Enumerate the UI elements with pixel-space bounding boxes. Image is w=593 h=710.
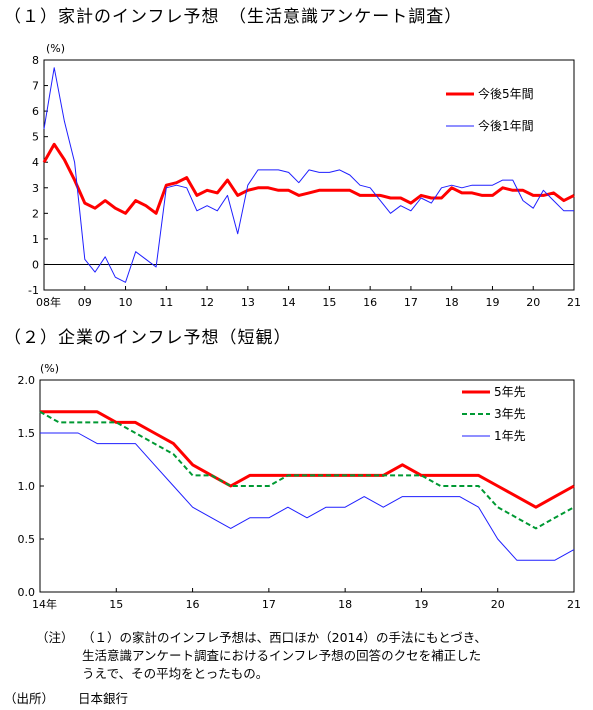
series-line [40,410,575,509]
x-tick-label: 09 [78,296,92,309]
note-line: （１）の家計のインフレ予想は、西口ほか（2014）の手法にもとづき、 [82,630,487,645]
y-tick-label: 7 [32,80,39,93]
x-tick-label: 19 [414,598,428,611]
unit-label: (%) [40,362,59,375]
x-tick-label: 17 [404,296,418,309]
y-tick-label: 0.0 [18,586,36,599]
series-line [40,432,575,561]
series-line [42,142,575,215]
chart2-title: （２）企業のインフレ予想（短観） [4,328,292,348]
x-tick-label: 19 [485,296,499,309]
series-line [43,67,574,283]
y-tick-label: 5 [32,131,39,144]
y-tick-label: 8 [32,54,39,67]
x-tick-label: 12 [200,296,214,309]
legend-label: 1年先 [494,429,526,443]
plot-frame [43,59,575,291]
x-tick-label: 08年 [36,295,61,309]
x-tick-label: 14 [282,296,296,309]
x-tick-label: 15 [322,296,336,309]
y-tick-label: 4 [32,156,39,169]
x-tick-label: 16 [363,296,377,309]
x-tick-label: 16 [186,598,200,611]
x-tick-label: 18 [338,598,352,611]
y-tick-label: 6 [32,105,39,118]
legend-label: 3年先 [494,407,526,421]
source-text: 日本銀行 [78,691,129,706]
x-tick-label: 20 [491,598,505,611]
y-tick-label: 3 [32,182,39,195]
x-tick-label: 13 [241,296,255,309]
note-label: （注） [36,630,74,645]
y-tick-label: 0 [32,258,39,271]
unit-label: (%) [46,42,65,55]
y-tick-label: 2 [32,207,39,220]
source-label: （出所） [4,691,55,706]
corporate-inflation-chart: 0.0 0.5 1.0 1.5 2.0 14年 15 16 17 18 19 20 21 (%) 5年先 3年… [18,362,582,611]
series-line [39,410,575,530]
y-tick-label: -1 [28,284,39,297]
y-tick-label: 1 [32,233,39,246]
note-line: 生活意識アンケート調査におけるインフレ予想の回答のクセを補正した [82,648,482,663]
legend-label: 5年先 [494,385,526,399]
y-tick-label: 1.5 [18,427,36,440]
y-tick-label: 1.0 [18,480,36,493]
x-tick-label: 14年 [32,597,57,611]
chart1-title: （１）家計のインフレ予想 （生活意識アンケート調査） [4,7,463,27]
x-tick-label: 18 [445,296,459,309]
x-tick-label: 11 [159,296,173,309]
legend-label: 今後5年間 [478,86,534,101]
x-tick-label: 20 [526,296,540,309]
note-body: （１）の家計のインフレ予想は、西口ほか（2014）の手法にもとづき、 生活意識ア… [82,629,487,683]
x-tick-label: 21 [567,598,581,611]
note-line: うえで、その平均をとったもの。 [82,666,269,681]
x-tick-label: 17 [262,598,276,611]
x-tick-label: 21 [567,296,581,309]
x-tick-label: 10 [119,296,133,309]
y-tick-label: 0.5 [18,533,36,546]
y-tick-label: 2.0 [18,374,36,387]
x-tick-label: 15 [109,598,123,611]
legend-label: 今後1年間 [478,118,534,133]
